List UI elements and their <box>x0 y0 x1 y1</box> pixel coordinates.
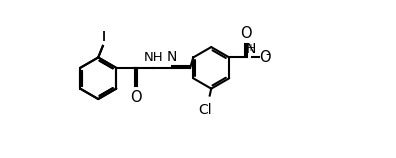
Text: -: - <box>265 48 270 61</box>
Text: N: N <box>166 50 177 64</box>
Text: N: N <box>246 42 256 56</box>
Text: Cl: Cl <box>198 103 212 117</box>
Text: +: + <box>246 43 254 53</box>
Text: I: I <box>102 30 106 44</box>
Text: I: I <box>102 30 106 44</box>
Text: O: O <box>259 50 271 65</box>
Text: O: O <box>240 26 251 40</box>
Text: O: O <box>130 90 142 105</box>
Text: NH: NH <box>143 51 163 64</box>
